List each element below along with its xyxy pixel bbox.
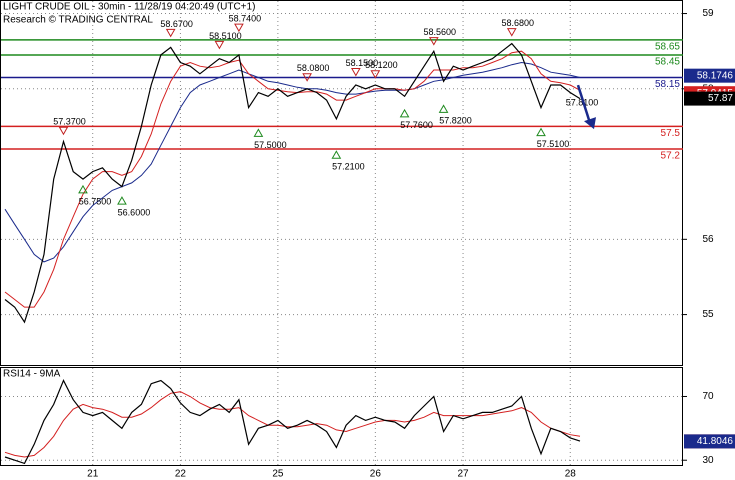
pivot-label: 57.7600 (400, 120, 433, 130)
price-panel (0, 0, 683, 366)
pivot-label: 58.5600 (424, 27, 457, 37)
rsi-panel (0, 367, 683, 466)
price-tag (684, 91, 735, 106)
pivot-marker (253, 128, 264, 137)
pivot-marker (234, 23, 244, 33)
pivot-marker (78, 184, 88, 194)
level-label: 57.5 (661, 128, 681, 139)
pivot-marker (428, 37, 439, 46)
series-line (4, 61, 581, 263)
price-tag-label: 57.87 (708, 93, 733, 104)
pivot-label: 58.1200 (365, 60, 398, 70)
price-tag (684, 434, 735, 449)
y-tick-label: 30 (702, 455, 714, 466)
pivot-label: 58.0800 (297, 63, 330, 73)
chart-subtitle: Research © TRADING CENTRAL (3, 15, 153, 26)
pivot-marker (370, 70, 381, 79)
forecast-arrowhead (584, 117, 596, 130)
y-tick-label: 70 (702, 391, 714, 402)
series-line (4, 379, 581, 465)
level-label: 58.65 (655, 42, 680, 53)
x-tick-label: 21 (87, 469, 99, 480)
pivot-label: 56.7500 (79, 196, 112, 206)
pivot-marker (438, 104, 449, 113)
series-line (4, 42, 581, 324)
pivot-label: 57.8200 (439, 116, 472, 126)
rsi-title: RSI14 - 9MA (3, 369, 61, 380)
pivot-label: 58.6700 (160, 19, 193, 29)
x-tick-label: 27 (457, 469, 469, 480)
x-tick-label: 25 (272, 469, 284, 480)
level-label: 58.45 (655, 57, 680, 68)
level-label: 57.2 (661, 151, 681, 162)
pivot-label: 57.5000 (254, 140, 287, 150)
pivot-marker (165, 28, 176, 38)
pivot-marker (506, 28, 517, 37)
forecast-arrow (576, 84, 592, 124)
pivot-marker (399, 108, 410, 118)
price-tag-label: 41.8046 (697, 436, 734, 447)
pivot-marker (536, 127, 546, 137)
pivot-label: 58.7400 (229, 13, 262, 23)
series-line (4, 50, 581, 308)
chart-title: LIGHT CRUDE OIL - 30min - 11/28/19 04:20… (3, 2, 255, 13)
pivot-label: 58.1500 (346, 58, 379, 68)
x-tick-label: 22 (175, 469, 187, 480)
forecast-label: 57.8100 (566, 97, 599, 107)
series-line (4, 391, 581, 458)
y-tick-label: 56 (702, 234, 714, 245)
pivot-label: 56.6000 (118, 208, 151, 218)
pivot-label: 58.6800 (502, 18, 535, 28)
x-tick-label: 26 (370, 469, 382, 480)
y-tick-label: 55 (702, 309, 714, 320)
pivot-label: 57.2100 (332, 162, 365, 172)
x-tick-label: 28 (565, 469, 577, 480)
level-label: 58.15 (655, 79, 680, 90)
price-tag-label: 58.1746 (697, 70, 734, 81)
pivot-marker (117, 196, 127, 205)
y-tick-label: 59 (702, 8, 714, 19)
price-tag (684, 68, 735, 83)
pivot-marker (331, 150, 342, 159)
pivot-marker (214, 40, 225, 50)
pivot-marker (58, 126, 69, 136)
pivot-marker (350, 68, 361, 77)
pivot-label: 57.3700 (53, 117, 86, 127)
pivot-label: 57.5100 (537, 139, 570, 149)
pivot-marker (302, 73, 312, 82)
pivot-label: 58.5100 (209, 31, 242, 41)
